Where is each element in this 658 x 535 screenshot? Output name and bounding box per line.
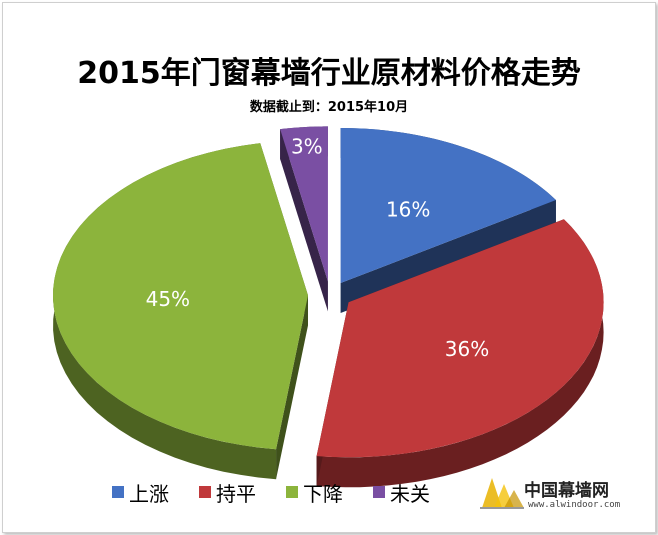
legend-label-fall: 下降	[303, 481, 343, 506]
watermark-logo: 中国幕墙网 www.alwindoor.com	[478, 470, 648, 516]
pie-slice-rise	[340, 128, 556, 284]
legend-item-fall: 下降	[286, 478, 343, 507]
chart-title: 2015年门窗幕墙行业原材料价格走势	[77, 56, 581, 91]
chart-subtitle: 数据截止到：2015年10月	[249, 100, 409, 115]
legend-swatch-rise	[112, 486, 124, 498]
watermark-url: www.alwindoor.com	[528, 500, 621, 510]
legend-item-unconcerned: 未关	[373, 478, 430, 507]
pie-slice-flat	[316, 219, 604, 458]
data-label-rise: 16%	[386, 197, 430, 221]
pie-slice-side-flat	[316, 219, 604, 488]
legend-item-rise: 上涨	[112, 478, 169, 507]
pie-slice-fall	[53, 143, 309, 450]
legend-swatch-unconcerned	[373, 486, 385, 498]
watermark-name: 中国幕墙网	[524, 481, 609, 501]
legend-swatch-flat	[199, 486, 211, 498]
legend-label-unconcerned: 未关	[390, 481, 430, 506]
legend-label-flat: 持平	[216, 481, 256, 506]
chart-legend: 上涨 持平 下降 未关	[112, 478, 460, 507]
data-label-flat: 36%	[445, 337, 489, 361]
data-label-unconcerned: 3%	[291, 135, 323, 159]
legend-label-rise: 上涨	[129, 481, 169, 506]
legend-swatch-fall	[286, 486, 298, 498]
legend-item-flat: 持平	[199, 478, 256, 507]
pie-slice-unconcerned	[280, 126, 328, 282]
pie-slice-edge-unconcerned-0	[280, 129, 328, 312]
pie-slice-edge-fall-0	[276, 295, 309, 480]
building-logo-icon	[480, 478, 524, 509]
data-label-fall: 45%	[146, 287, 190, 311]
